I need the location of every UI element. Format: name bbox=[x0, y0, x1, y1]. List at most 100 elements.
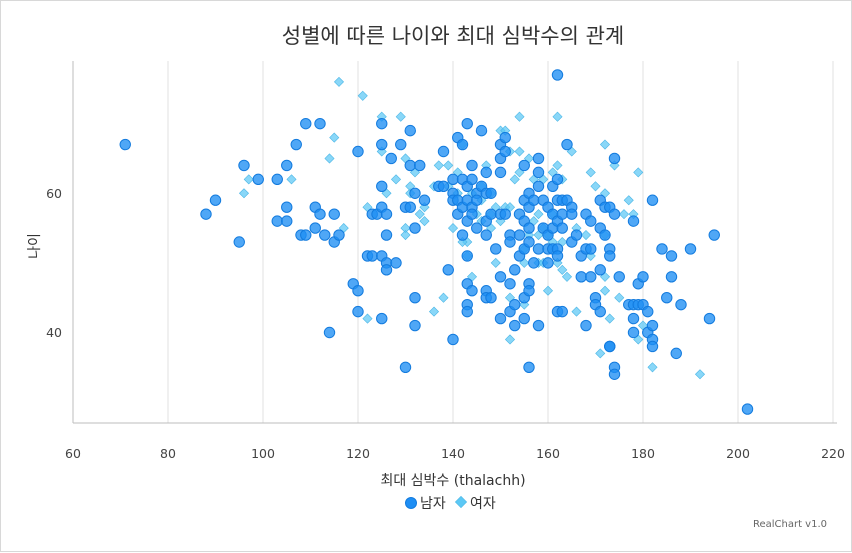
male-data-point[interactable] bbox=[409, 187, 421, 199]
female-data-point[interactable] bbox=[438, 292, 449, 303]
male-data-point[interactable] bbox=[518, 159, 530, 172]
female-data-point[interactable] bbox=[599, 285, 611, 296]
female-data-point[interactable] bbox=[614, 292, 625, 303]
male-data-point[interactable] bbox=[395, 138, 407, 151]
male-data-point[interactable] bbox=[456, 138, 469, 151]
male-data-point[interactable] bbox=[414, 159, 426, 172]
male-data-point[interactable] bbox=[466, 159, 478, 172]
male-data-point[interactable] bbox=[494, 166, 507, 179]
male-data-point[interactable] bbox=[542, 257, 554, 269]
male-data-point[interactable] bbox=[646, 194, 659, 206]
female-data-point[interactable] bbox=[533, 209, 544, 220]
male-data-point[interactable] bbox=[627, 215, 640, 227]
male-data-point[interactable] bbox=[376, 117, 388, 130]
male-data-point[interactable] bbox=[376, 312, 388, 325]
male-data-point[interactable] bbox=[504, 236, 516, 248]
male-data-point[interactable] bbox=[509, 319, 521, 332]
male-data-point[interactable] bbox=[380, 264, 393, 276]
female-data-point[interactable] bbox=[694, 369, 706, 380]
male-data-point[interactable] bbox=[471, 194, 483, 206]
male-data-point[interactable] bbox=[447, 173, 459, 186]
male-data-point[interactable] bbox=[523, 285, 535, 297]
female-data-point[interactable] bbox=[419, 216, 430, 227]
male-data-point[interactable] bbox=[532, 180, 545, 193]
male-data-point[interactable] bbox=[461, 250, 473, 262]
male-data-point[interactable] bbox=[209, 194, 222, 206]
female-data-point[interactable] bbox=[571, 306, 582, 317]
legend-item-male[interactable]: 남자 bbox=[405, 496, 446, 512]
female-data-point[interactable] bbox=[414, 209, 425, 220]
male-data-point[interactable] bbox=[604, 340, 616, 353]
male-data-point[interactable] bbox=[627, 312, 640, 325]
male-data-point[interactable] bbox=[480, 166, 492, 179]
male-data-point[interactable] bbox=[670, 347, 682, 360]
female-data-point[interactable] bbox=[609, 160, 620, 171]
female-data-point[interactable] bbox=[514, 146, 525, 157]
male-data-point[interactable] bbox=[399, 361, 412, 374]
male-data-point[interactable] bbox=[366, 250, 378, 262]
male-data-point[interactable] bbox=[504, 278, 516, 290]
male-data-point[interactable] bbox=[675, 298, 687, 311]
male-data-point[interactable] bbox=[551, 69, 564, 81]
male-data-point[interactable] bbox=[456, 229, 469, 241]
male-data-point[interactable] bbox=[741, 403, 754, 415]
legend-item-female[interactable]: 여자 bbox=[454, 495, 496, 512]
male-data-point[interactable] bbox=[380, 208, 393, 220]
female-data-point[interactable] bbox=[561, 271, 573, 282]
male-data-point[interactable] bbox=[471, 222, 483, 234]
female-data-point[interactable] bbox=[604, 313, 615, 324]
male-data-point[interactable] bbox=[485, 187, 497, 199]
female-data-point[interactable] bbox=[585, 167, 596, 178]
male-data-point[interactable] bbox=[447, 333, 459, 346]
male-data-point[interactable] bbox=[385, 152, 397, 165]
male-data-point[interactable] bbox=[594, 305, 606, 318]
female-data-point[interactable] bbox=[623, 195, 634, 206]
male-data-point[interactable] bbox=[352, 285, 364, 297]
female-data-point[interactable] bbox=[428, 306, 440, 317]
male-data-point[interactable] bbox=[328, 208, 340, 220]
male-data-point[interactable] bbox=[404, 159, 416, 172]
male-data-point[interactable] bbox=[466, 285, 478, 297]
male-data-point[interactable] bbox=[376, 180, 388, 193]
male-data-point[interactable] bbox=[499, 145, 511, 158]
male-data-point[interactable] bbox=[494, 312, 507, 325]
male-data-point[interactable] bbox=[323, 326, 336, 339]
male-data-point[interactable] bbox=[480, 229, 492, 241]
female-data-point[interactable] bbox=[633, 167, 644, 178]
male-data-point[interactable] bbox=[271, 173, 283, 186]
female-data-point[interactable] bbox=[286, 174, 297, 185]
female-data-point[interactable] bbox=[590, 181, 601, 192]
female-data-point[interactable] bbox=[647, 362, 658, 373]
male-data-point[interactable] bbox=[409, 222, 421, 234]
male-data-point[interactable] bbox=[532, 319, 545, 332]
male-data-point[interactable] bbox=[380, 229, 393, 241]
male-data-point[interactable] bbox=[352, 305, 364, 318]
male-data-point[interactable] bbox=[608, 208, 621, 220]
male-data-point[interactable] bbox=[703, 312, 716, 325]
female-data-point[interactable] bbox=[557, 264, 568, 275]
male-data-point[interactable] bbox=[461, 305, 473, 318]
male-data-point[interactable] bbox=[290, 138, 302, 151]
male-data-point[interactable] bbox=[585, 215, 597, 227]
female-data-point[interactable] bbox=[433, 160, 444, 171]
female-data-point[interactable] bbox=[552, 160, 563, 171]
male-data-point[interactable] bbox=[485, 291, 497, 304]
female-data-point[interactable] bbox=[329, 132, 340, 143]
male-data-point[interactable] bbox=[637, 271, 649, 283]
male-data-point[interactable] bbox=[551, 250, 564, 262]
female-data-point[interactable] bbox=[357, 90, 368, 101]
male-data-point[interactable] bbox=[642, 305, 654, 318]
male-data-point[interactable] bbox=[475, 124, 488, 137]
male-data-point[interactable] bbox=[585, 243, 597, 255]
male-data-point[interactable] bbox=[580, 319, 592, 332]
female-data-point[interactable] bbox=[324, 153, 335, 164]
male-data-point[interactable] bbox=[528, 194, 540, 206]
male-data-point[interactable] bbox=[532, 166, 545, 179]
male-data-point[interactable] bbox=[684, 243, 697, 255]
male-data-point[interactable] bbox=[532, 152, 545, 165]
male-data-point[interactable] bbox=[561, 138, 573, 151]
male-data-point[interactable] bbox=[708, 229, 720, 241]
male-data-point[interactable] bbox=[627, 326, 640, 339]
male-data-point[interactable] bbox=[352, 145, 364, 158]
female-data-point[interactable] bbox=[599, 139, 611, 150]
